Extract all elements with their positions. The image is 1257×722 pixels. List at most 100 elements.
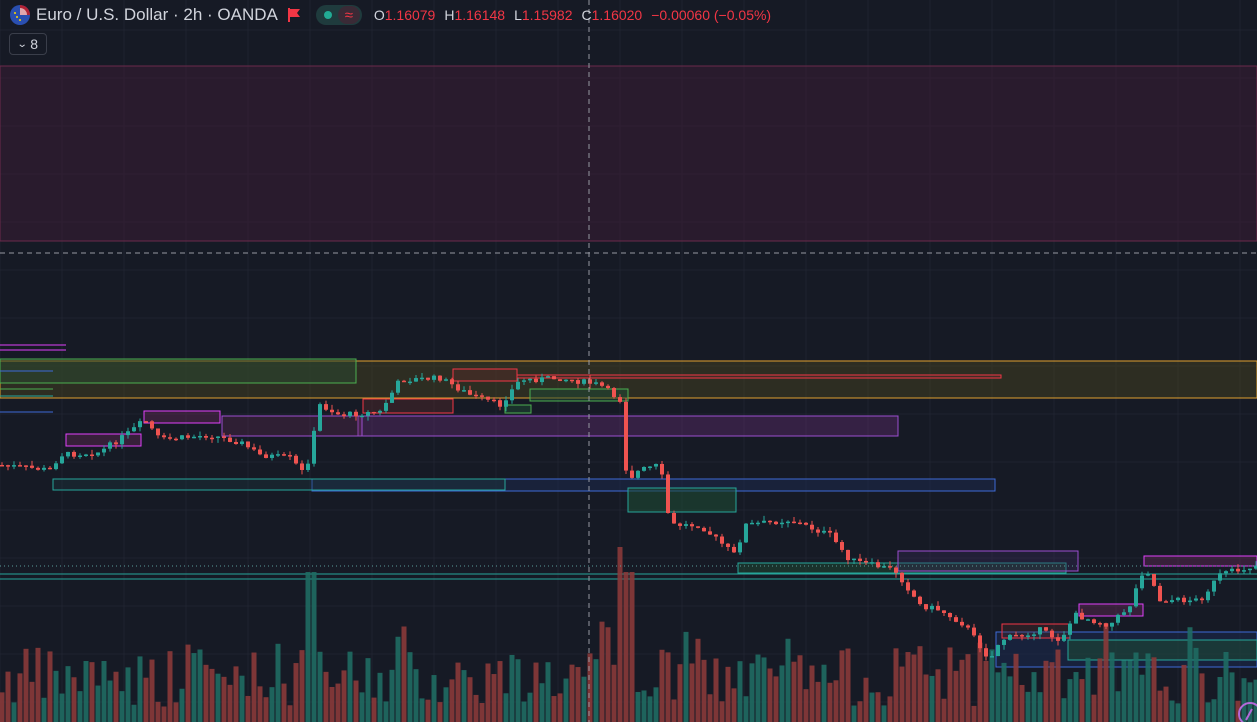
green-zone-b [504, 404, 532, 414]
pink-zone-right-1 [1078, 603, 1144, 617]
candle-body [912, 590, 916, 597]
candle-body [72, 451, 76, 457]
volume-bar [359, 692, 365, 722]
candle-body [564, 379, 568, 382]
candle-body [822, 530, 826, 533]
volume-bar [695, 638, 701, 722]
candle-body [1038, 627, 1042, 635]
volume-bar [1115, 691, 1121, 722]
indicators-toggle-button[interactable]: ⌄ 8 [9, 33, 47, 55]
candle-body [54, 463, 58, 470]
candle-body [798, 522, 802, 525]
candle-body [714, 534, 718, 537]
candle-body [474, 394, 478, 397]
volume-bar [545, 662, 551, 722]
volume-bar [1013, 653, 1019, 722]
volume-bar [569, 664, 575, 722]
volume-bar [101, 660, 107, 722]
candle-body [282, 454, 286, 456]
volume-bar [929, 675, 935, 722]
volume-bar [251, 652, 257, 722]
candle-body [756, 522, 760, 525]
candle-body [936, 605, 940, 611]
volume-bar [431, 675, 437, 722]
volume-bar [767, 668, 773, 722]
candle-body [12, 465, 16, 467]
candle-body [114, 442, 118, 445]
volume-bar [1031, 672, 1037, 722]
volume-bar [443, 687, 449, 722]
candle-body [396, 380, 400, 393]
candle-body [1194, 598, 1198, 601]
volume-bar [1133, 652, 1139, 722]
red-flag-icon[interactable] [286, 7, 302, 23]
supply-zone-top [0, 65, 1257, 242]
volume-bar [287, 705, 293, 722]
symbol-title[interactable]: Euro / U.S. Dollar · 2h · OANDA [36, 5, 278, 24]
volume-bar [323, 671, 329, 722]
volume-bar [953, 670, 959, 722]
volume-bar [35, 647, 41, 722]
candle-body [648, 466, 652, 469]
candle-body [150, 421, 154, 429]
candle-body [504, 400, 508, 407]
candle-body [102, 448, 106, 453]
volume-bar [59, 693, 65, 722]
candle-body [942, 610, 946, 614]
candle-body [528, 378, 532, 381]
candle-body [366, 412, 370, 416]
candle-body [540, 377, 544, 383]
volume-bar [1019, 684, 1025, 722]
candle-body [378, 410, 382, 413]
candle-body [348, 411, 352, 417]
volume-bar [869, 692, 875, 722]
candle-body [330, 409, 334, 413]
candle-body [570, 379, 574, 382]
volume-bar [11, 702, 17, 722]
volume-bar [245, 695, 251, 722]
candle-body [792, 521, 796, 524]
volume-bar [383, 701, 389, 722]
candle-body [426, 377, 430, 380]
candle-body [1188, 600, 1192, 603]
candle-body [1068, 623, 1072, 635]
volume-bar [17, 673, 23, 722]
candle-body [906, 582, 910, 591]
candle-body [132, 427, 136, 432]
volume-bar [65, 666, 71, 722]
candle-body [876, 562, 880, 568]
volume-bar [893, 648, 899, 722]
approx-data-icon: ≈ [337, 6, 360, 24]
volume-bar [335, 683, 341, 722]
volume-bar [1061, 698, 1067, 722]
tradingview-logo-icon[interactable] [1236, 700, 1257, 722]
volume-bar [917, 646, 923, 722]
volume-bar [551, 696, 557, 722]
volume-bar [485, 663, 491, 722]
candle-body [930, 605, 934, 610]
high-value: 1.16148 [454, 7, 506, 23]
eu-us-flag-icon[interactable] [9, 4, 31, 26]
volume-bar [341, 670, 347, 722]
candle-body [834, 532, 838, 543]
volume-bar [71, 677, 77, 722]
volume-bar [689, 663, 695, 722]
market-status-pill[interactable]: ≈ [315, 5, 362, 25]
candle-body [678, 523, 682, 526]
candle-body [408, 381, 412, 384]
volume-bar [125, 667, 131, 722]
candle-body [732, 546, 736, 553]
volume-bar [77, 691, 83, 722]
volume-bar [209, 668, 215, 722]
purple-zone-right [897, 550, 1079, 572]
candle-body [870, 562, 874, 564]
volume-bar [1169, 700, 1175, 722]
pink-zone-1 [65, 433, 142, 447]
candle-body [966, 625, 970, 628]
candle-body [420, 377, 424, 380]
candle-body [1146, 573, 1150, 576]
candle-body [690, 524, 694, 527]
candle-body [1050, 630, 1054, 638]
candle-body [324, 404, 328, 410]
